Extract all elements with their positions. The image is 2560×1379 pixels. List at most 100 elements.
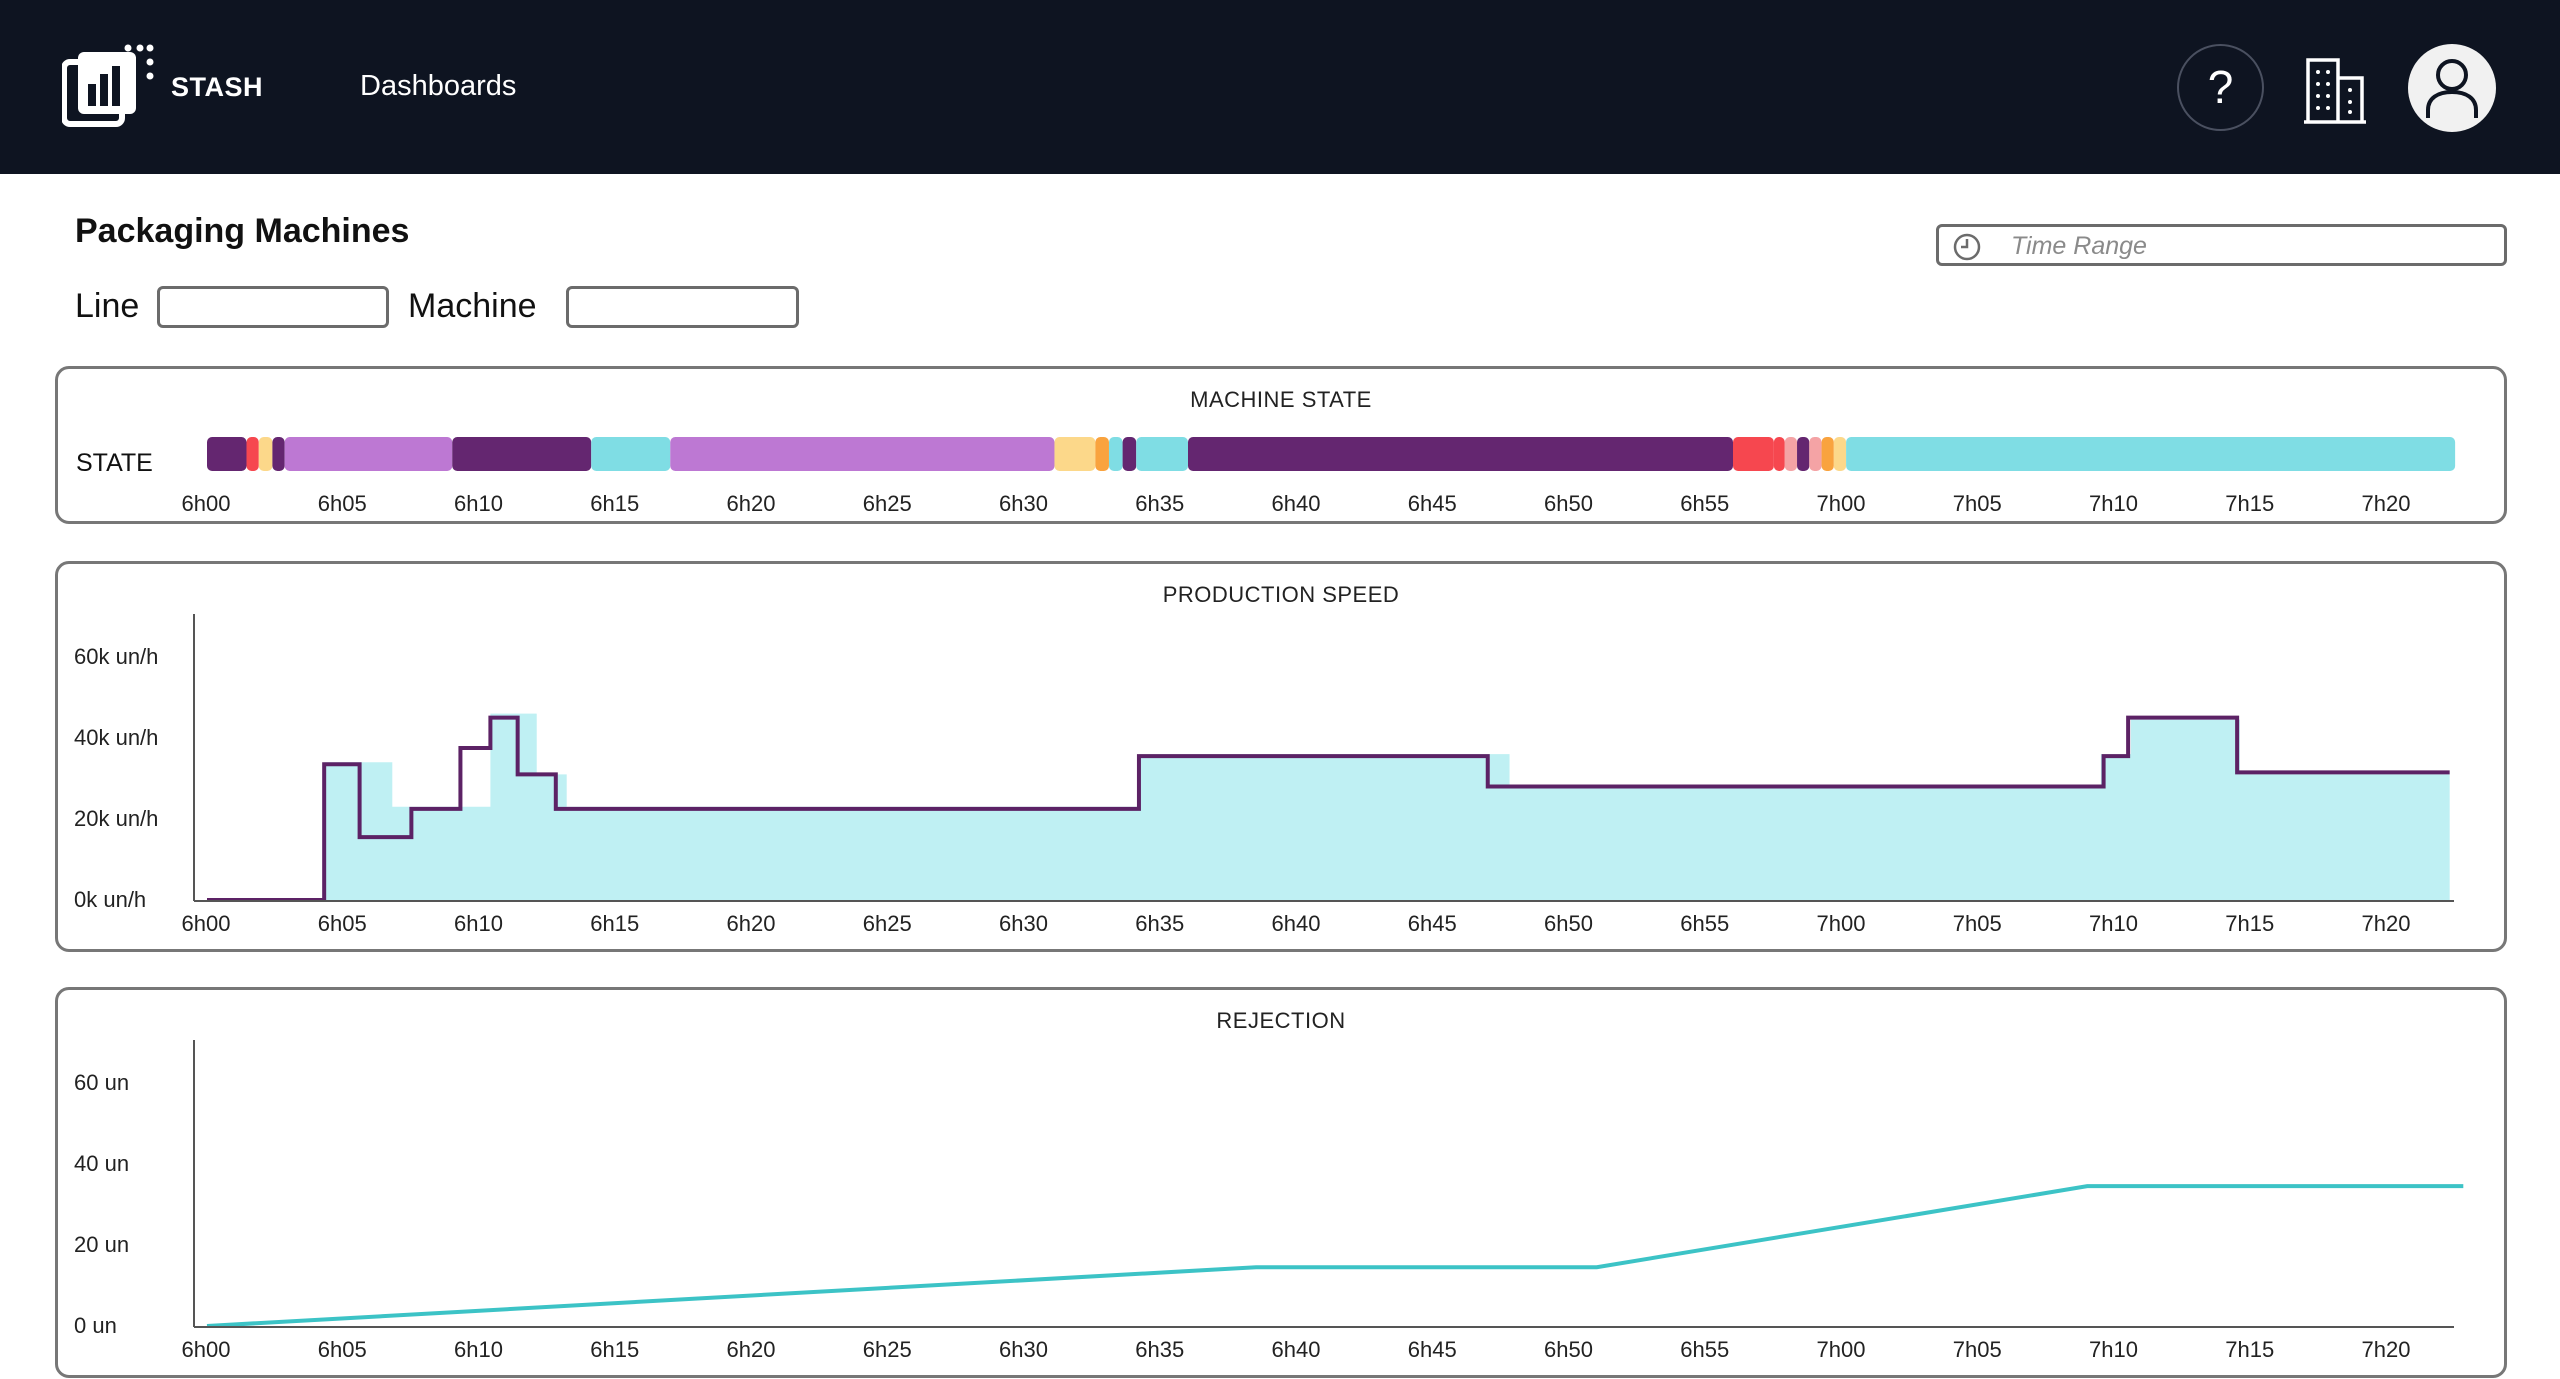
state-segment xyxy=(272,437,285,471)
state-x-tick: 6h25 xyxy=(863,491,912,516)
state-x-tick: 6h10 xyxy=(454,491,503,516)
rejection-x-tick: 6h35 xyxy=(1135,1337,1184,1362)
state-segment xyxy=(1054,437,1096,471)
production-speed-title: PRODUCTION SPEED xyxy=(1162,582,1400,607)
rejection-y-tick: 40 un xyxy=(74,1151,129,1176)
speed-x-tick: 6h30 xyxy=(999,911,1048,936)
state-x-tick: 6h45 xyxy=(1408,491,1457,516)
stash-logo-icon[interactable] xyxy=(62,44,158,132)
state-segment xyxy=(1784,437,1798,471)
rejection-x-tick: 6h00 xyxy=(182,1337,231,1362)
speed-x-tick: 6h25 xyxy=(863,911,912,936)
state-x-tick: 6h15 xyxy=(590,491,639,516)
state-segment xyxy=(1095,437,1109,471)
state-x-tick: 6h20 xyxy=(727,491,776,516)
speed-x-tick: 6h10 xyxy=(454,911,503,936)
state-segment xyxy=(1846,437,2456,471)
building-icon[interactable] xyxy=(2302,54,2368,124)
speed-x-tick: 6h05 xyxy=(318,911,367,936)
production-speed-chart[interactable]: 0k un/h 20k un/h 40k un/h 60k un/h 6h00 6h05 6… xyxy=(58,564,2504,949)
speed-x-tick: 6h45 xyxy=(1408,911,1457,936)
production-speed-panel: PRODUCTION SPEED 0k un/h 20k un/h 40k un/h… xyxy=(55,561,2507,952)
rejection-y-tick: 20 un xyxy=(74,1232,129,1257)
help-button[interactable]: ? xyxy=(2177,44,2264,131)
state-x-tick: 7h05 xyxy=(1953,491,2002,516)
speed-area xyxy=(207,713,2450,900)
state-segment xyxy=(452,437,592,471)
machine-state-panel: MACHINE STATE STATE 6h00 6h05 6h10 6h15 6h20… xyxy=(55,366,2507,524)
rejection-x-tick: 6h10 xyxy=(454,1337,503,1362)
state-segment xyxy=(1188,437,1733,471)
rejection-x-tick: 6h55 xyxy=(1680,1337,1729,1362)
user-icon xyxy=(2426,59,2478,118)
state-x-tick: 6h50 xyxy=(1544,491,1593,516)
rejection-x-tick: 6h15 xyxy=(590,1337,639,1362)
rejection-chart[interactable]: 0 un 20 un 40 un 60 un 6h00 6h05 6h10 6h15 6h20 6… xyxy=(58,990,2504,1375)
speed-x-tick: 6h40 xyxy=(1272,911,1321,936)
line-filter-label: Line xyxy=(75,287,140,325)
rejection-y-tick: 60 un xyxy=(74,1070,129,1095)
state-x-tick: 6h05 xyxy=(318,491,367,516)
machine-filter-label: Machine xyxy=(408,287,537,325)
speed-x-tick: 7h05 xyxy=(1953,911,2002,936)
rejection-x-tick: 7h15 xyxy=(2225,1337,2274,1362)
speed-line xyxy=(207,715,2450,902)
rejection-panel: REJECTION 0 un 20 un 40 un 60 un 6h00 6h05 6h1… xyxy=(55,987,2507,1378)
rejection-x-tick: 6h20 xyxy=(727,1337,776,1362)
speed-x-tick: 7h15 xyxy=(2225,911,2274,936)
speed-x-tick: 6h55 xyxy=(1680,911,1729,936)
rejection-x-tick: 6h30 xyxy=(999,1337,1048,1362)
machine-state-title: MACHINE STATE xyxy=(1190,387,1372,412)
state-x-tick: 6h30 xyxy=(999,491,1048,516)
state-segment xyxy=(670,437,1055,471)
user-avatar[interactable] xyxy=(2408,44,2496,132)
state-x-tick: 7h10 xyxy=(2089,491,2138,516)
speed-x-tick: 6h00 xyxy=(182,911,231,936)
machine-state-timeline[interactable]: 6h00 6h05 6h10 6h15 6h20 6h25 6h30 6h35 6h40 6h45… xyxy=(58,369,2504,521)
rejection-title: REJECTION xyxy=(1216,1008,1346,1033)
state-x-tick: 6h35 xyxy=(1135,491,1184,516)
state-segment xyxy=(1833,437,1847,471)
speed-x-tick: 6h15 xyxy=(590,911,639,936)
state-segment xyxy=(1773,437,1785,471)
rejection-x-tick: 6h40 xyxy=(1272,1337,1321,1362)
machine-filter-input[interactable] xyxy=(566,286,799,328)
speed-x-tick: 7h20 xyxy=(2362,911,2411,936)
nav-dashboards-link[interactable]: Dashboards xyxy=(360,70,517,102)
question-icon: ? xyxy=(2207,61,2234,113)
time-range-placeholder: Time Range xyxy=(2011,232,2147,260)
state-segment xyxy=(1136,437,1188,471)
state-x-tick: 6h55 xyxy=(1680,491,1729,516)
rejection-x-tick: 7h10 xyxy=(2089,1337,2138,1362)
rejection-x-tick: 6h05 xyxy=(318,1337,367,1362)
rejection-x-tick: 6h45 xyxy=(1408,1337,1457,1362)
state-segment xyxy=(1821,437,1834,471)
speed-x-tick: 7h10 xyxy=(2089,911,2138,936)
rejection-x-tick: 6h50 xyxy=(1544,1337,1593,1362)
state-segment xyxy=(284,437,453,471)
page-title: Packaging Machines xyxy=(75,212,410,250)
state-x-tick: 6h00 xyxy=(182,491,231,516)
state-segment xyxy=(591,437,671,471)
state-segment xyxy=(1122,437,1137,471)
state-segment xyxy=(1797,437,1810,471)
brand-name: STASH xyxy=(171,72,264,102)
state-segment xyxy=(1733,437,1774,471)
state-segment xyxy=(1809,437,1822,471)
speed-y-tick: 0k un/h xyxy=(74,887,146,912)
state-row-label: STATE xyxy=(76,449,153,477)
clock-icon xyxy=(1953,233,1981,261)
time-range-input[interactable]: Time Range xyxy=(1936,224,2507,266)
speed-y-tick: 60k un/h xyxy=(74,644,158,669)
rejection-x-tick: 7h05 xyxy=(1953,1337,2002,1362)
state-x-tick: 7h20 xyxy=(2362,491,2411,516)
state-x-tick: 7h15 xyxy=(2225,491,2274,516)
state-segment xyxy=(1108,437,1123,471)
state-x-tick: 6h40 xyxy=(1272,491,1321,516)
line-filter-input[interactable] xyxy=(157,286,389,328)
speed-y-tick: 20k un/h xyxy=(74,806,158,831)
rejection-y-tick: 0 un xyxy=(74,1313,117,1338)
state-x-tick: 7h00 xyxy=(1817,491,1866,516)
rejection-line xyxy=(206,1184,2464,1328)
speed-x-tick: 6h35 xyxy=(1135,911,1184,936)
